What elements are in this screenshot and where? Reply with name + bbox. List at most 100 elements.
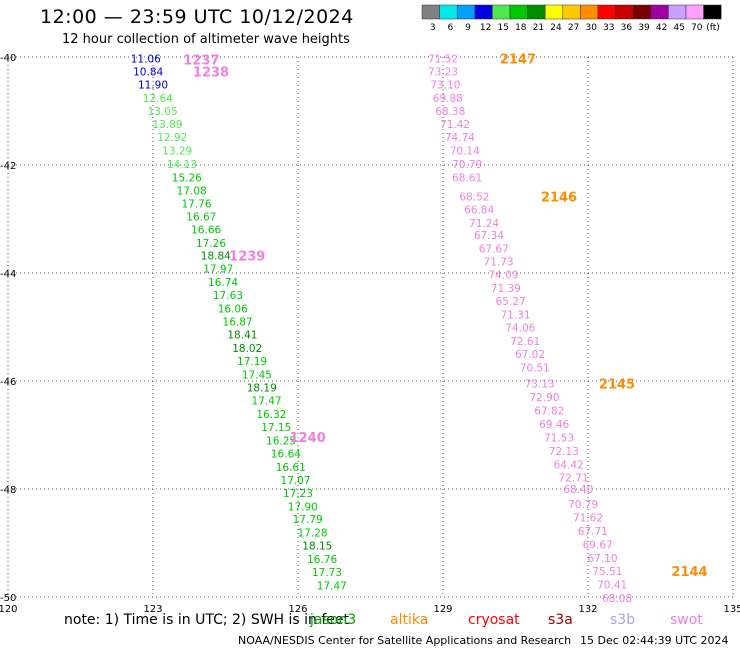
wave-height-point: 18.15 xyxy=(302,541,332,553)
color-bin xyxy=(632,4,652,20)
y-tick-label: -42 xyxy=(0,161,16,172)
color-bin xyxy=(492,4,511,20)
track-number-label: 1237 xyxy=(183,54,219,69)
color-bin-label: 45 xyxy=(673,23,684,33)
legend-swot: swot xyxy=(670,612,703,628)
wave-height-point: 68.52 xyxy=(459,191,489,203)
color-bin-label: 18 xyxy=(515,23,527,33)
wave-height-point: 17.73 xyxy=(312,567,342,579)
color-bin-label: 15 xyxy=(497,23,508,33)
chart-subtitle: 12 hour collection of altimeter wave hei… xyxy=(62,32,350,47)
wave-height-point: 18.41 xyxy=(227,330,257,342)
credit-line: NOAA/NESDIS Center for Satellite Applica… xyxy=(238,634,572,647)
color-bin xyxy=(456,4,476,20)
color-bin-label: 27 xyxy=(568,23,579,33)
x-tick-label: 129 xyxy=(433,604,452,615)
wave-height-point: 71.62 xyxy=(573,513,603,525)
wave-height-point: 17.79 xyxy=(293,514,323,526)
y-tick-label: -44 xyxy=(0,269,16,280)
legend-s3b: s3b xyxy=(610,612,636,628)
wave-height-point: 73.13 xyxy=(525,379,555,391)
track-number-label: 1239 xyxy=(229,250,265,265)
wave-height-point: 71.24 xyxy=(469,218,499,230)
color-bin-label: 36 xyxy=(621,23,633,33)
legend-jason3: jason3 xyxy=(310,612,357,628)
color-bin xyxy=(597,4,616,20)
wave-height-values: 11.0610.8411.9012.6413.0513.8912.9213.29… xyxy=(131,54,632,605)
wave-height-point: 72.90 xyxy=(529,392,559,404)
color-bin xyxy=(544,4,564,20)
wave-height-point: 71.39 xyxy=(491,283,521,295)
color-bin xyxy=(615,4,634,20)
color-bin xyxy=(685,4,704,20)
color-bin xyxy=(668,4,687,20)
y-tick-label: -40 xyxy=(0,53,16,64)
color-bin xyxy=(703,4,722,20)
wave-height-point: 17.63 xyxy=(213,290,243,302)
legend-altika: altika xyxy=(390,612,429,628)
wave-height-point: 68.40 xyxy=(563,484,593,496)
wave-height-point: 71.52 xyxy=(428,54,458,66)
legend-s3a: s3a xyxy=(548,612,573,628)
wave-height-point: 18.84 xyxy=(201,251,231,263)
wave-height-point: 17.19 xyxy=(237,356,267,368)
wave-height-point: 68.38 xyxy=(435,106,465,118)
color-bin-label: 42 xyxy=(656,23,667,33)
color-bin-label: 70 xyxy=(691,23,703,33)
y-tick-label: -50 xyxy=(0,593,16,604)
wave-height-point: 70.14 xyxy=(450,145,480,157)
wave-height-point: 17.76 xyxy=(181,198,211,210)
wave-height-point: 16.32 xyxy=(256,409,286,421)
wave-height-point: 75.51 xyxy=(592,566,622,578)
wave-height-point: 17.47 xyxy=(317,581,347,593)
color-bin xyxy=(474,4,493,20)
wave-height-point: 14.13 xyxy=(167,159,197,171)
wave-height-point: 70.79 xyxy=(568,499,598,511)
map-grid: 120 123 126 129 132 135 -40 -42 -44 -46 -48 -50 xyxy=(0,53,740,615)
wave-height-point: 67.71 xyxy=(578,526,608,538)
wave-height-point: 67.02 xyxy=(515,349,545,361)
wave-height-point: 67.67 xyxy=(479,244,509,256)
wave-height-point: 69.46 xyxy=(539,419,569,431)
wave-height-point: 16.74 xyxy=(208,277,238,289)
color-bin xyxy=(527,4,546,20)
wave-height-point: 17.47 xyxy=(252,395,282,407)
color-bin-label: 33 xyxy=(603,23,614,33)
wave-height-point: 66.84 xyxy=(464,204,494,216)
color-bin xyxy=(562,4,581,20)
wave-height-point: 71.73 xyxy=(484,257,514,269)
wave-height-point: 68.61 xyxy=(452,172,482,184)
wave-height-point: 65.27 xyxy=(496,296,526,308)
wave-height-point: 17.08 xyxy=(177,185,207,197)
wave-height-point: 16.06 xyxy=(218,304,248,316)
wave-height-point: 72.61 xyxy=(510,336,540,348)
wave-height-point: 69.67 xyxy=(583,540,613,552)
track-number-label: 2146 xyxy=(541,190,577,205)
wave-height-point: 13.05 xyxy=(148,106,178,118)
wave-height-point: 17.90 xyxy=(288,501,318,513)
color-bin xyxy=(439,4,458,20)
chart-title: 12:00 — 23:59 UTC 10/12/2024 xyxy=(40,6,354,28)
wave-height-point: 17.07 xyxy=(281,475,311,487)
footer-note: note: 1) Time is in UTC; 2) SWH is in fe… xyxy=(64,612,350,628)
color-scale-unit: (ft) xyxy=(706,23,720,33)
legend-cryosat: cryosat xyxy=(468,612,520,628)
wave-height-point: 13.89 xyxy=(152,119,182,131)
wave-height-point: 74.74 xyxy=(445,132,475,144)
wave-height-point: 16.61 xyxy=(276,462,306,474)
color-bin-label: 39 xyxy=(638,23,650,33)
wave-height-point: 69.88 xyxy=(433,93,463,105)
color-bin xyxy=(509,4,528,20)
wave-height-point: 67.82 xyxy=(534,406,564,418)
wave-height-point: 16.87 xyxy=(223,317,253,329)
x-tick-label: 135 xyxy=(723,604,740,615)
x-tick-label: 126 xyxy=(288,604,307,615)
track-number-label: 1240 xyxy=(290,431,326,446)
wave-height-point: 16.25 xyxy=(266,435,296,447)
wave-height-point: 17.23 xyxy=(283,488,313,500)
wave-height-point: 74.09 xyxy=(488,270,518,282)
generation-timestamp: 15 Dec 02:44:39 UTC 2024 xyxy=(580,634,729,647)
wave-height-point: 64.42 xyxy=(554,460,584,472)
wave-height-point: 73.23 xyxy=(428,67,458,79)
color-bin-label: 24 xyxy=(550,23,562,33)
